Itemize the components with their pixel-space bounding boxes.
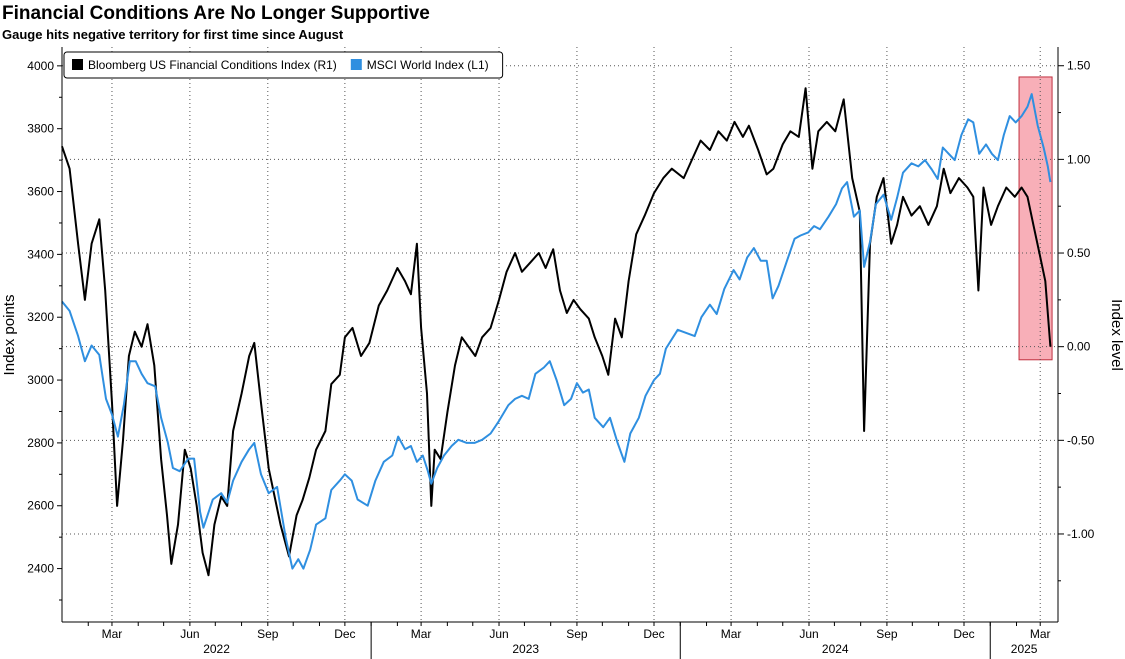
legend-entry: MSCI World Index (L1) [367,58,489,72]
x-tick-label: Sep [257,627,279,641]
legend-entry: Bloomberg US Financial Conditions Index … [88,58,337,72]
y-right-tick-label: 0.00 [1067,340,1091,354]
y-left-tick-label: 3200 [27,310,54,324]
year-label: 2025 [1011,642,1038,656]
x-tick-label: Mar [102,627,123,641]
series-line [61,93,1052,570]
y-left-tick-label: 3400 [27,247,54,261]
x-tick-label: Jun [180,627,199,641]
y-right-tick-label: -0.50 [1067,433,1095,447]
axis-layer: 2400 2600 2800 3000 3200 3400 3600 3800 4000 -1.0… [27,47,1095,659]
y-right-tick-label: 0.50 [1067,246,1091,260]
chart-subtitle: Gauge hits negative territory for first … [2,27,344,42]
y-axis-right-label: Index level [1108,299,1125,371]
x-tick-label: Sep [566,627,588,641]
legend-swatch [350,59,362,70]
y-left-tick-label: 3800 [27,122,54,136]
highlight-layer [1018,76,1053,361]
y-right-tick-label: 1.50 [1067,59,1091,73]
y-left-tick-label: 2600 [27,499,54,513]
x-tick-label: Dec [334,627,355,641]
x-tick-label: Dec [643,627,664,641]
series-line [61,87,1052,577]
x-tick-label: Mar [411,627,432,641]
y-right-tick-label: 1.00 [1067,152,1091,166]
y-left-tick-label: 2400 [27,562,54,576]
y-axis-left-label: Index points [1,295,18,376]
grid-layer [62,47,1058,622]
y-left-tick-label: 2800 [27,436,54,450]
x-tick-label: Jun [489,627,508,641]
y-right-tick-label: -1.00 [1067,527,1095,541]
y-left-tick-label: 3600 [27,185,54,199]
x-tick-label: Dec [953,627,974,641]
year-label: 2022 [203,642,230,656]
year-label: 2023 [512,642,539,656]
series-layer [61,87,1052,577]
y-left-tick-label: 3000 [27,373,54,387]
chart-title: Financial Conditions Are No Longer Suppo… [2,3,430,24]
x-tick-label: Sep [876,627,898,641]
legend: Bloomberg US Financial Conditions Index … [63,51,504,79]
y-left-tick-label: 4000 [27,59,54,73]
legend-box [63,51,504,79]
legend-swatch [72,59,83,70]
year-label: 2024 [822,642,849,656]
x-tick-label: Jun [799,627,818,641]
x-tick-label: Mar [721,627,742,641]
highlight-box [1018,76,1053,361]
x-tick-label: Mar [1030,627,1051,641]
